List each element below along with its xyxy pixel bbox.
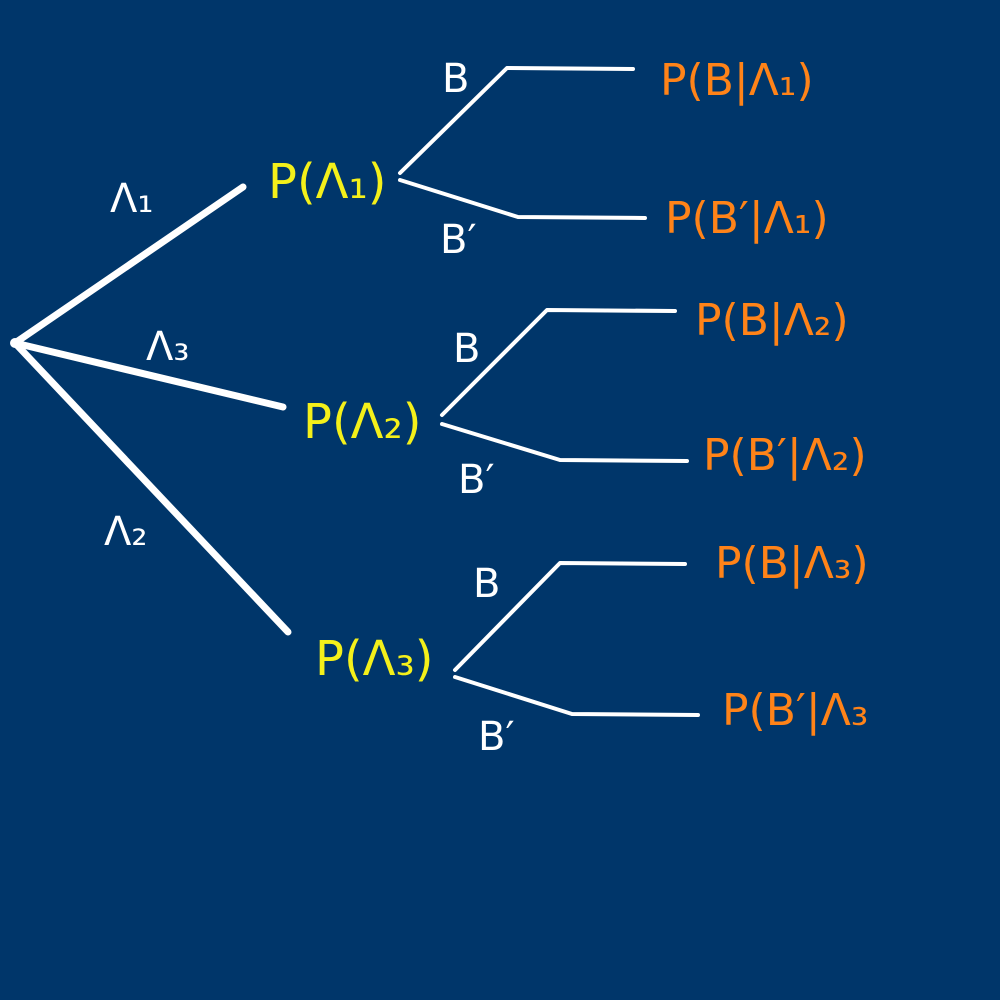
branch-to-node-1 [11, 183, 247, 347]
branch-label-n3-Bprime: B′ [478, 714, 515, 760]
branch-label-lambda3: Λ₃ [146, 324, 189, 370]
branch-n3-Bprime [453, 675, 700, 717]
branch-to-node-2 [11, 339, 287, 411]
leaf-prob-B-given-lambda3: P(B|Λ₃) [715, 538, 869, 589]
branch-label-n2-B: B [453, 326, 480, 372]
first-level-branches [10, 183, 292, 636]
first-level-labels: Λ₁ Λ₃ Λ₂ [104, 176, 189, 555]
leaf-prob-Bprime-given-lambda2: P(B′|Λ₂) [703, 430, 867, 481]
branch-n1-B [398, 66, 635, 175]
node-prob-lambda3: P(Λ₃) [315, 631, 433, 687]
leaf-prob-Bprime-given-lambda3: P(B′|Λ₃ [722, 685, 868, 736]
node-prob-lambda1: P(Λ₁) [268, 154, 386, 210]
branch-to-node-3 [11, 339, 292, 636]
node-prob-lambda2: P(Λ₂) [303, 394, 421, 450]
branch-n3-B [453, 561, 687, 672]
second-level-branches [398, 66, 700, 717]
leaf-prob-Bprime-given-lambda1: P(B′|Λ₁) [665, 193, 829, 244]
branch-n2-Bprime [440, 422, 689, 463]
leaf-labels: P(B|Λ₁) P(B′|Λ₁) P(B|Λ₂) P(B′|Λ₂) P(B|Λ₃… [660, 55, 869, 736]
node-labels: P(Λ₁) P(Λ₂) P(Λ₃) [268, 154, 433, 687]
branch-label-n1-B: B [442, 56, 469, 102]
branch-n2-B [440, 308, 677, 417]
branch-label-n3-B: B [473, 561, 500, 607]
branch-label-n1-Bprime: B′ [440, 217, 477, 263]
branch-label-n2-Bprime: B′ [458, 457, 495, 503]
branch-label-lambda1: Λ₁ [110, 176, 153, 222]
root-node [10, 338, 20, 348]
second-level-labels: B B′ B B′ B B′ [440, 56, 515, 760]
leaf-prob-B-given-lambda2: P(B|Λ₂) [695, 295, 849, 346]
branch-n1-Bprime [398, 178, 647, 220]
branch-label-lambda2: Λ₂ [104, 509, 147, 555]
leaf-prob-B-given-lambda1: P(B|Λ₁) [660, 55, 814, 106]
